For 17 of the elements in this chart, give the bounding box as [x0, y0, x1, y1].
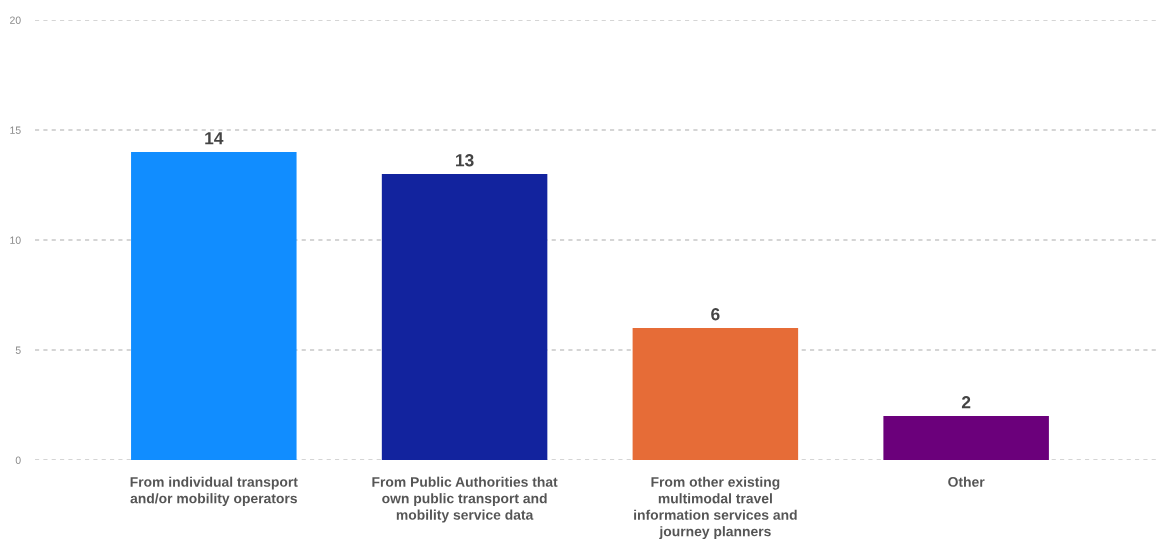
x-tick-label: From individual transport and/or mobility operators	[130, 476, 298, 507]
data-label: 13	[456, 154, 474, 167]
y-tick-label: 15	[10, 126, 21, 134]
x-tick-label: From Public Authorities that own public transport and mobility service data	[372, 476, 558, 523]
bar	[632, 328, 799, 460]
bar	[381, 174, 548, 460]
x-tick-label: From other existing multimodal travel information services and journey planners	[634, 476, 797, 540]
y-tick-label: 5	[15, 346, 21, 354]
bar	[883, 416, 1049, 460]
x-tick-label: Other	[948, 476, 985, 487]
data-label: 6	[711, 308, 720, 321]
data-label: 14	[205, 132, 224, 145]
y-tick-label: 0	[15, 456, 21, 464]
y-tick-label: 20	[10, 16, 21, 24]
y-tick-label: 10	[10, 236, 21, 244]
bar	[131, 152, 297, 460]
data-label: 2	[961, 396, 971, 409]
